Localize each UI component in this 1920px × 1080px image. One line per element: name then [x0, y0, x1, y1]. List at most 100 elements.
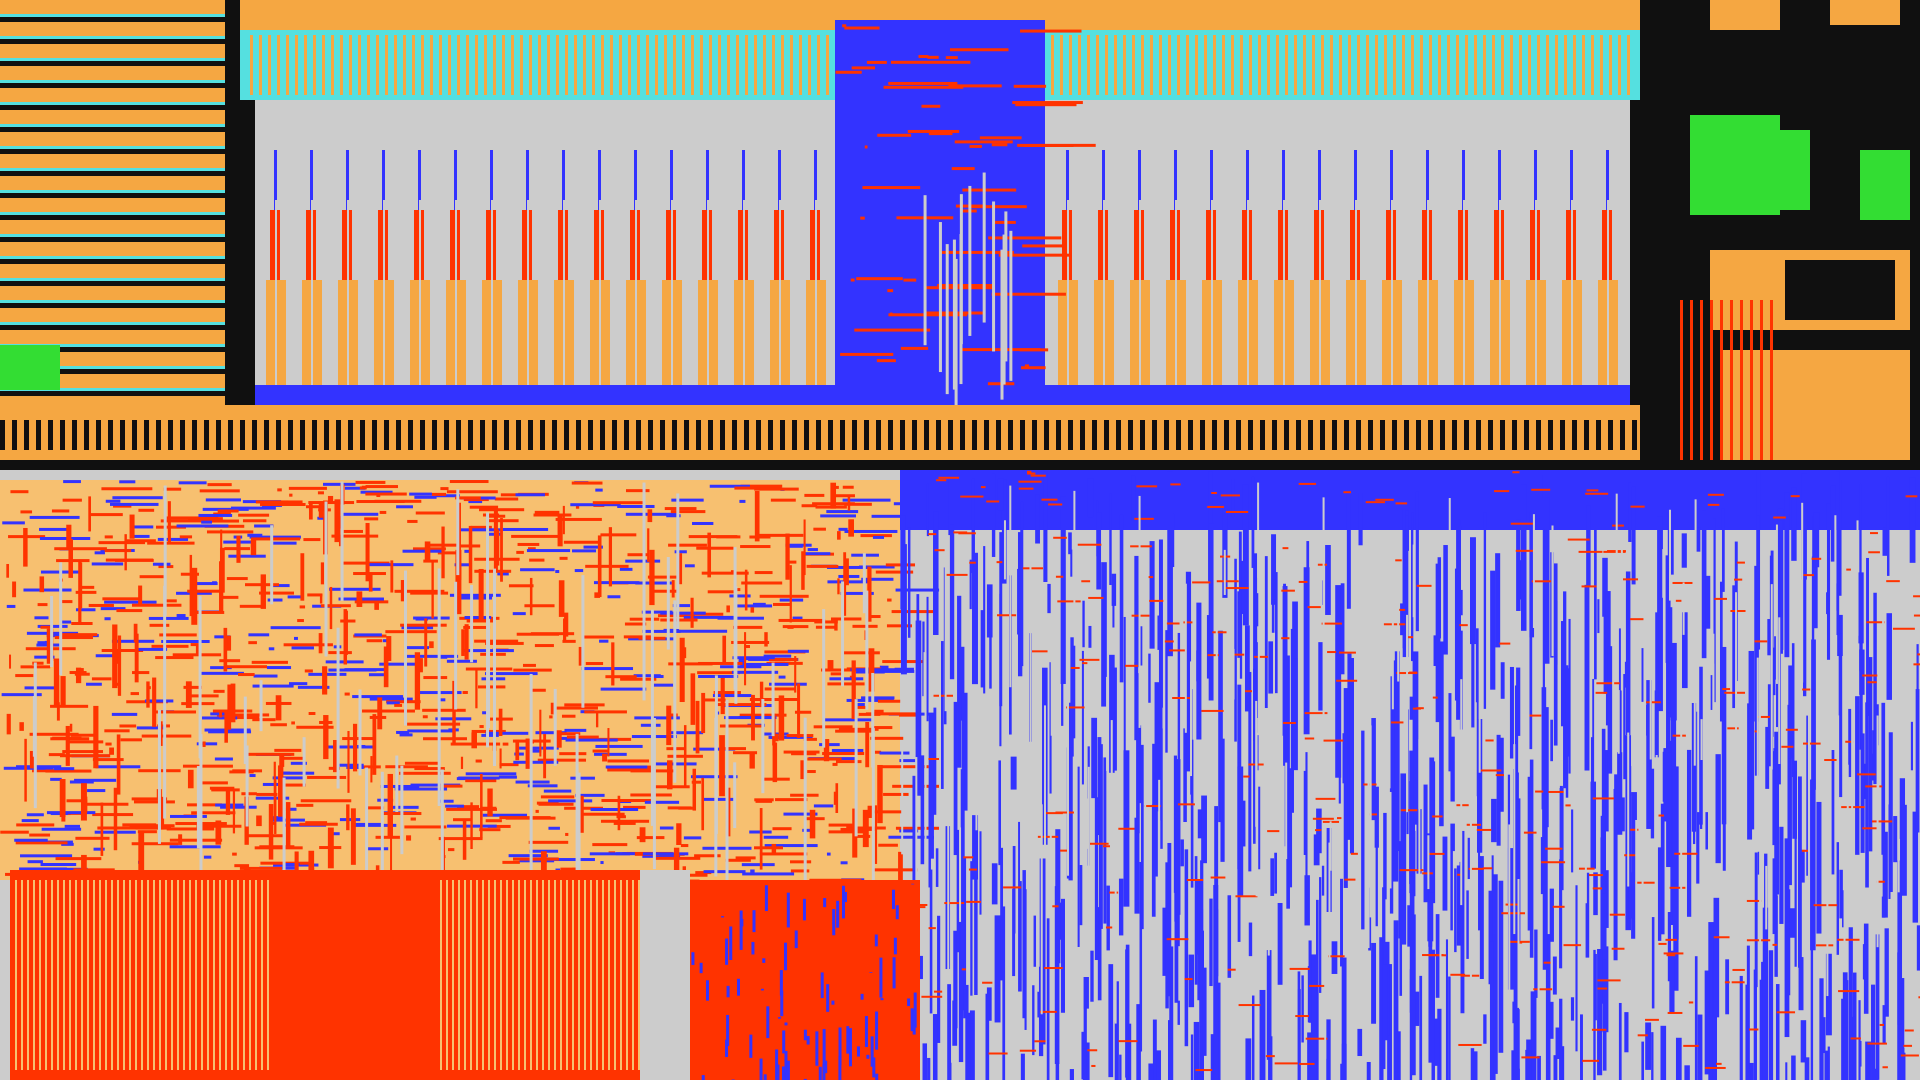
center-red-wire [887, 289, 894, 293]
logic-wire [402, 549, 444, 553]
blue-vertical-wire [1759, 961, 1766, 1080]
logic-wire [671, 498, 704, 502]
logic-wire [239, 604, 262, 608]
red-horizontal-stub [1663, 952, 1684, 955]
logic-gray-strap [487, 618, 491, 729]
logic-wire [559, 752, 587, 756]
logic-wire [178, 481, 207, 485]
gray-strap [923, 652, 926, 711]
logic-wire [676, 629, 728, 633]
logic-via-strip [837, 578, 840, 595]
blue-vertical-wire [1419, 975, 1423, 1080]
macro-column-line [506, 880, 508, 1070]
logic-wire [464, 549, 470, 553]
finger-gap [383, 200, 385, 400]
blue-vertical-wire [1134, 555, 1139, 668]
blue-vertical-wire [1002, 906, 1006, 1080]
logic-wire [54, 636, 93, 640]
red-horizontal-stub [1365, 501, 1386, 504]
logic-wire [431, 492, 447, 496]
rail-hatch [120, 420, 125, 450]
logic-wire [717, 703, 767, 707]
rail-hatch [48, 420, 53, 450]
logic-via-strip [370, 756, 373, 783]
logic-wire [189, 694, 219, 698]
blue-vertical-wire [1155, 1050, 1162, 1080]
cyan-band-strap [340, 35, 343, 95]
logic-via-strip [837, 531, 841, 540]
cyan-band-strap [511, 35, 514, 95]
red-horizontal-stub [1672, 734, 1686, 737]
logic-wire [534, 644, 554, 648]
red-horizontal-stub [1124, 664, 1139, 667]
logic-via-strip [338, 535, 342, 547]
macro-column-line [57, 880, 59, 1070]
logic-wire [899, 713, 919, 717]
logic-wire [404, 825, 447, 829]
left-std-cell-row [0, 242, 225, 256]
blue-vertical-wire [1529, 511, 1535, 638]
logic-wire [214, 757, 233, 761]
macro-column-line [243, 880, 245, 1070]
red-horizontal-stub [960, 495, 984, 498]
gray-strap [1448, 498, 1451, 598]
gray-strap [1612, 638, 1615, 789]
red-horizontal-stub [1803, 742, 1821, 745]
logic-wire [731, 640, 770, 644]
logic-wire [787, 649, 809, 653]
logic-wire [66, 740, 104, 744]
gray-strap [1807, 703, 1810, 942]
blue-vertical-wire [1347, 653, 1352, 840]
logic-wire [544, 858, 595, 862]
logic-wire [764, 844, 818, 848]
blue-vertical-wire [1340, 1063, 1343, 1080]
center-red-wire [1022, 244, 1067, 248]
red-horizontal-stub [1529, 714, 1542, 717]
blue-vertical-wire [1812, 516, 1818, 629]
logic-wire [317, 516, 327, 520]
red-horizontal-stub [944, 902, 965, 905]
blue-vertical-wire [1767, 619, 1772, 656]
blue-vertical-wire [1701, 510, 1707, 659]
blue-vertical-wire [922, 621, 925, 697]
blue-vertical-wire [1620, 797, 1625, 832]
macro-column-line [135, 880, 137, 1070]
blue-vertical-wire [1881, 702, 1886, 855]
logic-wire [878, 843, 898, 847]
gray-strap [1329, 821, 1332, 871]
red-horizontal-stub [1501, 912, 1526, 915]
logic-wire [104, 549, 132, 553]
logic-wire [454, 563, 470, 567]
center-gray-strap [968, 185, 972, 336]
center-red-wire [988, 236, 1062, 240]
logic-wire [822, 752, 865, 756]
logic-wire [15, 765, 62, 769]
red-horizontal-stub [1869, 532, 1878, 535]
cyan-band-strap [1591, 35, 1594, 95]
blue-vertical-wire [961, 692, 968, 811]
logic-via-strip [773, 733, 779, 742]
blue-vertical-wire [1520, 484, 1527, 631]
blue-vertical-wire [1012, 888, 1016, 977]
logic-via-strip [666, 760, 673, 790]
red-horizontal-stub [1850, 1037, 1861, 1040]
logic-wire [695, 871, 712, 875]
finger-gap [311, 200, 313, 400]
logic-wire [305, 505, 325, 509]
cyan-band-strap [1294, 35, 1297, 95]
logic-wire [213, 689, 225, 693]
blue-vertical-wire [1670, 642, 1677, 721]
red-horizontal-stub [1535, 790, 1544, 793]
logic-wire [792, 616, 803, 620]
logic-wire [754, 487, 799, 491]
logic-wire [386, 700, 421, 704]
logic-wire [259, 502, 306, 506]
macro-column-line [620, 880, 622, 1070]
logic-via-strip [338, 516, 342, 529]
blue-vertical-wire [1199, 912, 1203, 1027]
cyan-band-strap [1186, 35, 1189, 95]
logic-wire [479, 725, 484, 729]
cyan-band-strap [808, 35, 811, 95]
logic-wire [538, 802, 574, 806]
